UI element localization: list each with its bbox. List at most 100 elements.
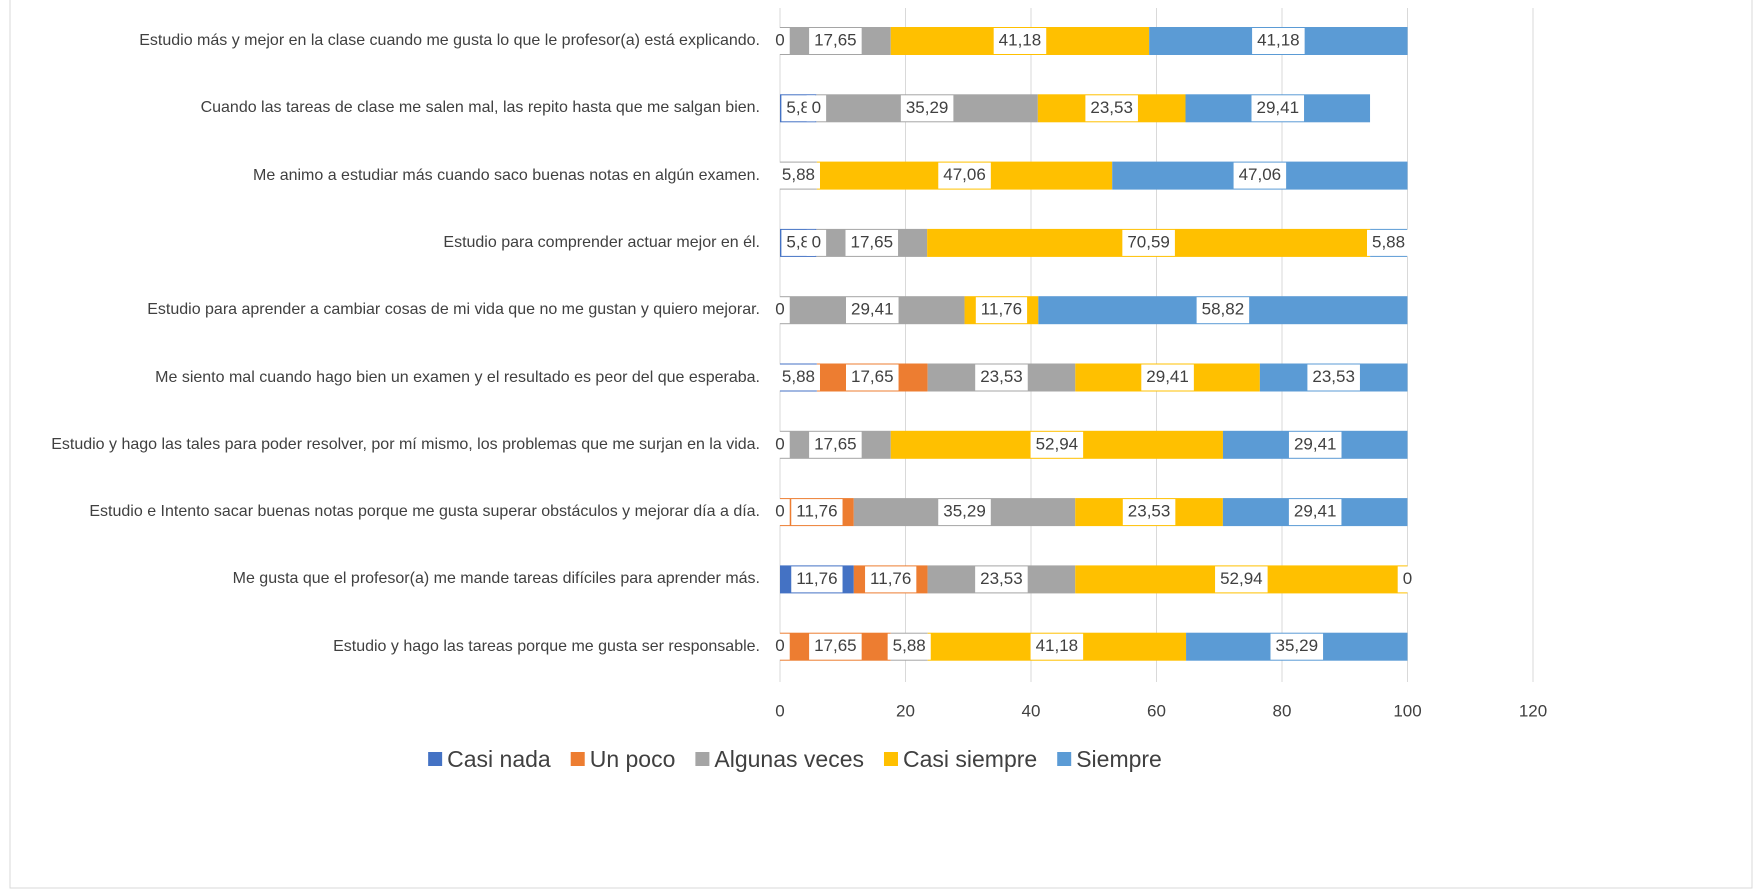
data-label-bg [770, 633, 790, 660]
data-label: 35,29 [943, 502, 986, 521]
data-label-bg [1196, 297, 1250, 324]
data-label-bg [845, 229, 899, 256]
x-tick-label: 60 [1147, 701, 1166, 720]
category-label: Estudio para aprender a cambiar cosas de… [147, 301, 760, 319]
data-label-bg [1251, 95, 1305, 122]
category-label-box: Me siento mal cuando hago bien un examen… [15, 348, 760, 408]
data-label-bg [770, 431, 790, 458]
data-label-bg [1030, 633, 1084, 660]
data-label-bg [1270, 633, 1324, 660]
category-label: Estudio y hago las tales para poder reso… [51, 435, 760, 453]
data-label-bg [887, 633, 931, 660]
data-label-bg [975, 364, 1028, 391]
legend-swatch [695, 752, 710, 766]
category-label-wrap: Estudio y hago las tales para poder reso… [15, 415, 760, 475]
data-label-bg [776, 364, 820, 391]
data-label-bg [900, 95, 954, 122]
data-label-bg [809, 633, 862, 660]
legend-label: Un poco [590, 746, 676, 772]
data-label-bg [791, 566, 843, 593]
category-label-box: Estudio y hago las tales para poder reso… [15, 415, 760, 475]
data-label: 11,76 [796, 569, 837, 588]
data-label: 5,88 [893, 636, 926, 655]
data-label-bg [975, 297, 1028, 324]
data-label-bg [1288, 431, 1342, 458]
data-label: 47,06 [943, 165, 986, 184]
data-label-bg [938, 162, 991, 189]
data-label-bg [776, 162, 820, 189]
data-label: 23,53 [1090, 98, 1133, 117]
category-label: Cuando las tareas de clase me salen mal,… [200, 99, 760, 117]
legend: Casi nada Un poco Algunas veces Casi siempr… [428, 746, 1162, 772]
data-label: 0 [775, 502, 784, 521]
data-label-bg [865, 566, 917, 593]
data-label: 47,06 [1239, 165, 1282, 184]
data-label: 5,88 [782, 367, 815, 386]
x-tick-label: 100 [1393, 701, 1421, 720]
data-label: 29,41 [1146, 367, 1189, 386]
data-label: 17,65 [850, 232, 893, 251]
data-label: 5,8 [786, 232, 810, 251]
data-label-bg [1215, 566, 1268, 593]
data-label: 29,41 [1294, 502, 1337, 521]
data-label-bg [770, 28, 790, 54]
data-label: 23,53 [980, 569, 1023, 588]
category-label-box: Cuando las tareas de clase me salen mal,… [200, 99, 760, 117]
data-label-bg [1252, 28, 1305, 54]
data-label: 0 [775, 636, 784, 655]
data-label: 5,88 [782, 165, 815, 184]
legend-label: Casi nada [447, 746, 551, 772]
data-label-bg [770, 499, 790, 526]
data-label-bg [1233, 162, 1287, 189]
data-label: 23,53 [1128, 502, 1171, 521]
category-label-wrap: Estudio e Intento sacar buenas notas por… [15, 482, 760, 542]
legend-label: Siempre [1076, 746, 1162, 772]
data-label-bg [975, 566, 1028, 593]
category-label-box: Estudio e Intento sacar buenas notas por… [15, 482, 760, 542]
data-label: 29,41 [1294, 434, 1337, 453]
data-label: 17,65 [851, 367, 894, 386]
data-label: 41,18 [999, 30, 1042, 49]
legend-label: Algunas veces [714, 746, 864, 772]
data-label: 29,41 [1256, 98, 1299, 117]
x-tick-label: 0 [775, 701, 784, 720]
category-label-wrap: Estudio para aprender a cambiar cosas de… [15, 280, 760, 340]
category-label: Estudio y hago las tareas porque me gust… [333, 637, 760, 655]
data-label-bg [1367, 229, 1411, 256]
x-tick-label: 20 [896, 701, 915, 720]
category-label-box: Estudio para comprender actuar mejor en … [15, 213, 760, 273]
data-label-bg [806, 229, 827, 256]
data-label-bg [1307, 364, 1360, 391]
data-label-bg [1122, 499, 1176, 526]
category-label-box: Estudio y hago las tareas porque me gust… [333, 637, 760, 655]
data-label-bg [806, 95, 827, 122]
data-label: 0 [812, 232, 821, 251]
legend-swatch [570, 752, 585, 766]
data-label: 11,76 [870, 569, 911, 588]
data-label-bg [809, 28, 862, 54]
category-label: Me gusta que el profesor(a) me mande tar… [232, 570, 760, 588]
legend-swatch [428, 752, 443, 766]
data-label: 0 [775, 300, 784, 319]
data-label-bg [791, 499, 843, 526]
legend-swatch [883, 752, 898, 766]
data-label: 29,41 [851, 300, 894, 319]
category-label: Estudio para comprender actuar mejor en … [443, 233, 760, 251]
data-label: 52,94 [1220, 569, 1263, 588]
category-label-wrap: Me siento mal cuando hago bien un examen… [15, 348, 760, 408]
data-label: 17,65 [814, 636, 857, 655]
data-label: 0 [775, 434, 784, 453]
data-label-bg [809, 431, 862, 458]
category-label: Estudio más y mejor en la clase cuando m… [139, 32, 760, 49]
data-label: 35,29 [906, 98, 949, 117]
data-label-bg [770, 297, 790, 324]
category-label-box: Estudio para aprender a cambiar cosas de… [15, 280, 760, 340]
data-label-bg [1122, 229, 1175, 256]
category-label-wrap: Estudio más y mejor en la clase cuando m… [15, 11, 760, 71]
data-label: 23,53 [1312, 367, 1355, 386]
data-label: 35,29 [1276, 636, 1319, 655]
chart-frame [9, 0, 1753, 889]
category-label-wrap: Estudio para comprender actuar mejor en … [15, 213, 760, 273]
data-label-bg [1030, 431, 1084, 458]
data-label: 0 [1403, 569, 1412, 588]
